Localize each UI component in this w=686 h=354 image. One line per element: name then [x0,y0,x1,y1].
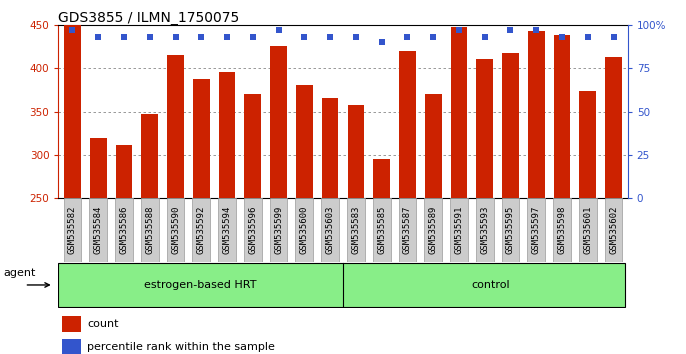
Point [93,34,104,40]
Text: count: count [88,319,119,330]
Bar [167,198,185,262]
Point [196,34,206,40]
Bar [476,198,494,262]
Text: GDS3855 / ILMN_1750075: GDS3855 / ILMN_1750075 [58,11,239,25]
Text: GSM535589: GSM535589 [429,206,438,254]
Bar [62,316,81,332]
Text: GSM535595: GSM535595 [506,206,515,254]
Bar [141,114,158,198]
Point [222,34,233,40]
Text: GSM535596: GSM535596 [248,206,257,254]
Text: estrogen-based HRT: estrogen-based HRT [144,280,257,290]
Bar [115,198,133,262]
Bar [425,94,442,198]
Text: GSM535590: GSM535590 [171,206,180,254]
Point [144,34,155,40]
Bar [141,198,158,262]
Bar [296,85,313,198]
Bar [450,198,468,262]
Text: GSM535594: GSM535594 [222,206,232,254]
Text: percentile rank within the sample: percentile rank within the sample [88,342,275,353]
Bar [399,51,416,198]
Bar [296,198,314,262]
Point [582,34,593,40]
Bar [64,25,81,198]
Bar [604,198,622,262]
Bar [244,198,262,262]
Text: GSM535586: GSM535586 [119,206,128,254]
Bar [580,91,596,198]
Bar [501,198,519,262]
Point [324,34,335,40]
Point [427,34,438,40]
Text: GSM535591: GSM535591 [454,206,464,254]
Bar [476,59,493,198]
Bar [270,198,287,262]
Bar [64,198,82,262]
Bar [372,198,390,262]
Point [376,39,387,45]
Bar [528,198,545,262]
Bar [373,159,390,198]
Point [402,34,413,40]
Bar [192,198,210,262]
Point [531,27,542,33]
Bar [528,31,545,198]
Bar [579,198,597,262]
Point [299,34,310,40]
Bar [322,98,338,198]
Text: GSM535583: GSM535583 [351,206,360,254]
Point [170,34,181,40]
Bar [90,138,106,198]
Bar [321,198,339,262]
Bar [244,94,261,198]
Bar [424,198,442,262]
Text: GSM535587: GSM535587 [403,206,412,254]
Bar [348,105,364,198]
Bar [347,198,365,262]
Bar [605,57,622,198]
Point [273,27,284,33]
Text: GSM535592: GSM535592 [197,206,206,254]
Bar [193,79,210,198]
Point [480,34,490,40]
Text: GSM535597: GSM535597 [532,206,541,254]
Bar [554,35,570,198]
Point [248,34,259,40]
Text: GSM535582: GSM535582 [68,206,77,254]
Point [556,34,567,40]
Bar [218,198,236,262]
Bar [270,46,287,198]
Point [453,27,464,33]
Text: GSM535602: GSM535602 [609,206,618,254]
Bar [167,55,184,198]
Text: GSM535584: GSM535584 [94,206,103,254]
Text: GSM535600: GSM535600 [300,206,309,254]
Text: GSM535599: GSM535599 [274,206,283,254]
Text: GSM535588: GSM535588 [145,206,154,254]
Text: GSM535603: GSM535603 [326,206,335,254]
Point [119,34,130,40]
Point [351,34,362,40]
Bar [502,52,519,198]
Bar [89,198,107,262]
Bar [219,72,235,198]
Bar [62,339,81,354]
Bar [451,27,467,198]
Bar [116,145,132,198]
Text: GSM535593: GSM535593 [480,206,489,254]
Text: agent: agent [3,268,35,279]
Bar [553,198,571,262]
Bar [399,198,416,262]
Point [608,34,619,40]
Text: GSM535601: GSM535601 [583,206,592,254]
Point [67,27,78,33]
Text: GSM535598: GSM535598 [558,206,567,254]
Text: control: control [471,280,510,290]
Point [505,27,516,33]
Text: GSM535585: GSM535585 [377,206,386,254]
